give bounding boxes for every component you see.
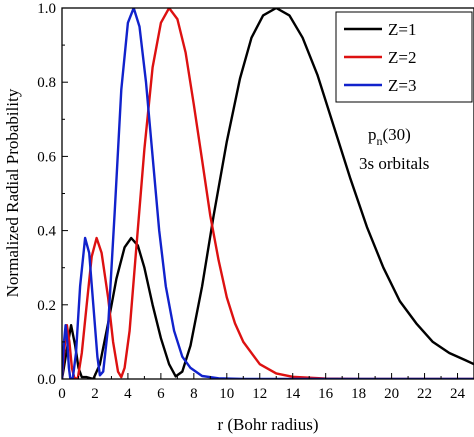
ticks-layer [61, 7, 459, 380]
y-tick-label: 1.0 [37, 1, 56, 17]
annotation-line2: 3s orbitals [359, 154, 429, 173]
annotation-paren: (30) [383, 125, 411, 144]
x-tick-label: 2 [91, 386, 99, 402]
x-tick-label: 24 [450, 386, 466, 402]
y-tick-label: 0.6 [37, 149, 56, 165]
y-tick-label: 0.4 [37, 224, 56, 240]
legend-label-z3: Z=3 [388, 76, 416, 95]
x-axis-label: r (Bohr radius) [217, 415, 318, 434]
x-tick-label: 16 [318, 386, 334, 402]
x-tick-label: 4 [124, 386, 132, 402]
y-tick-label: 0.2 [37, 298, 56, 314]
y-axis-label: Normalized Radial Probability [3, 88, 22, 297]
x-tick-label: 22 [417, 386, 432, 402]
annotation-main: p [368, 125, 377, 144]
series-line-z3 [62, 8, 474, 379]
x-tick-label: 8 [190, 386, 198, 402]
annotation-subscript: n [377, 134, 383, 148]
x-tick-label: 0 [58, 386, 66, 402]
y-tick-label: 0.8 [37, 75, 56, 91]
tick-labels-layer: 0 2 4 6 8 10 12 14 16 18 20 22 240.00.20.40.60.81.0 [37, 1, 465, 402]
legend: Z=1 Z=2 Z=3 [335, 11, 473, 103]
legend-label-z1: Z=1 [388, 20, 416, 39]
x-tick-label: 12 [252, 386, 267, 402]
legend-label-z2: Z=2 [388, 48, 416, 67]
x-tick-label: 14 [285, 386, 301, 402]
svg-text:pn(30): pn(30) [368, 125, 411, 148]
y-tick-label: 0.0 [37, 372, 56, 388]
x-tick-label: 6 [157, 386, 165, 402]
x-tick-label: 18 [351, 386, 366, 402]
series-line-z2 [62, 8, 474, 379]
annotation: pn(30) 3s orbitals [359, 125, 429, 173]
x-tick-label: 20 [384, 386, 399, 402]
x-tick-label: 10 [219, 386, 234, 402]
